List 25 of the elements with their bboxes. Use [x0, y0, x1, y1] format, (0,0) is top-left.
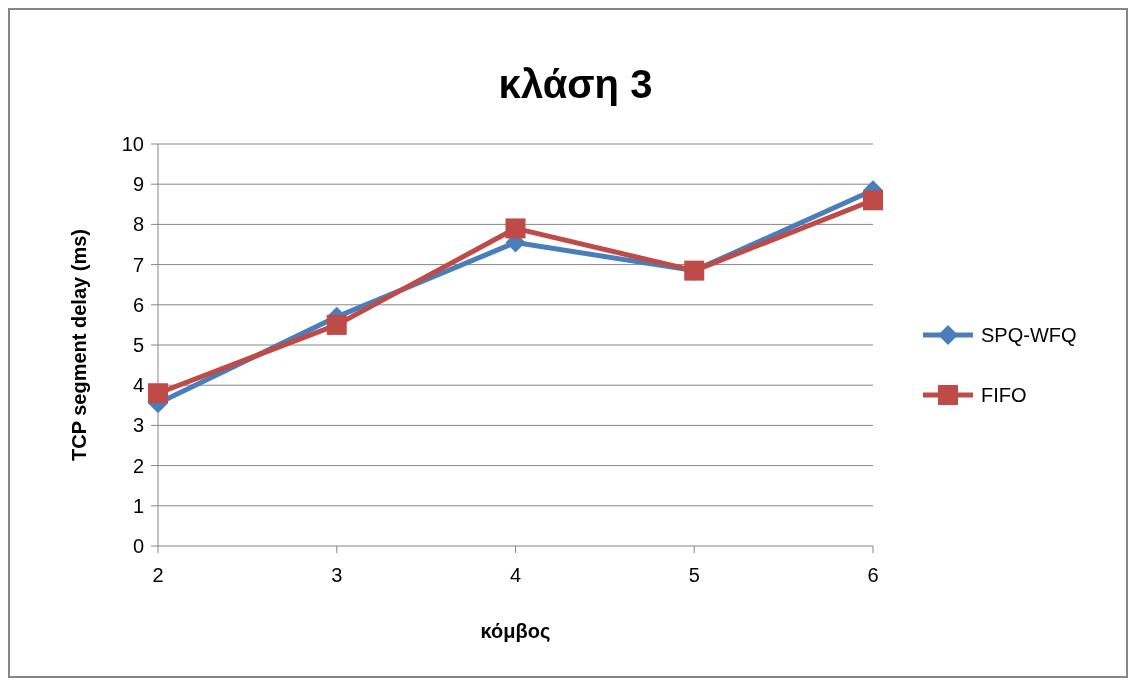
point — [326, 314, 347, 335]
y-tick-label: 2 — [132, 454, 144, 477]
y-tick-label: 0 — [132, 535, 144, 557]
x-tick-label: 6 — [867, 564, 879, 586]
point — [148, 383, 168, 404]
y-tick-label: 4 — [132, 374, 144, 397]
x-tick-label: 5 — [688, 564, 700, 586]
legend-label: SPQ-WFQ — [981, 324, 1077, 346]
y-tick-label: 3 — [132, 414, 144, 437]
chart-title: κλάση 3 — [498, 62, 653, 106]
x-tick-label: 2 — [152, 564, 164, 586]
x-axis-title: κόμβος — [480, 620, 551, 642]
x-tick-label: 3 — [331, 564, 343, 586]
y-tick-label: 1 — [132, 494, 144, 517]
y-tick-label: 5 — [132, 334, 144, 356]
y-tick-label: 6 — [132, 293, 144, 316]
legend-label: FIFO — [981, 384, 1027, 406]
y-tick-label: 8 — [132, 213, 144, 236]
y-tick-label: 7 — [132, 253, 144, 276]
x-tick-label: 4 — [509, 564, 522, 586]
y-tick-label: 10 — [121, 133, 144, 155]
point — [505, 218, 526, 239]
y-tick-label: 9 — [132, 173, 144, 196]
point — [863, 190, 883, 211]
y-axis-title: TCP segment delay (ms) — [68, 229, 90, 461]
